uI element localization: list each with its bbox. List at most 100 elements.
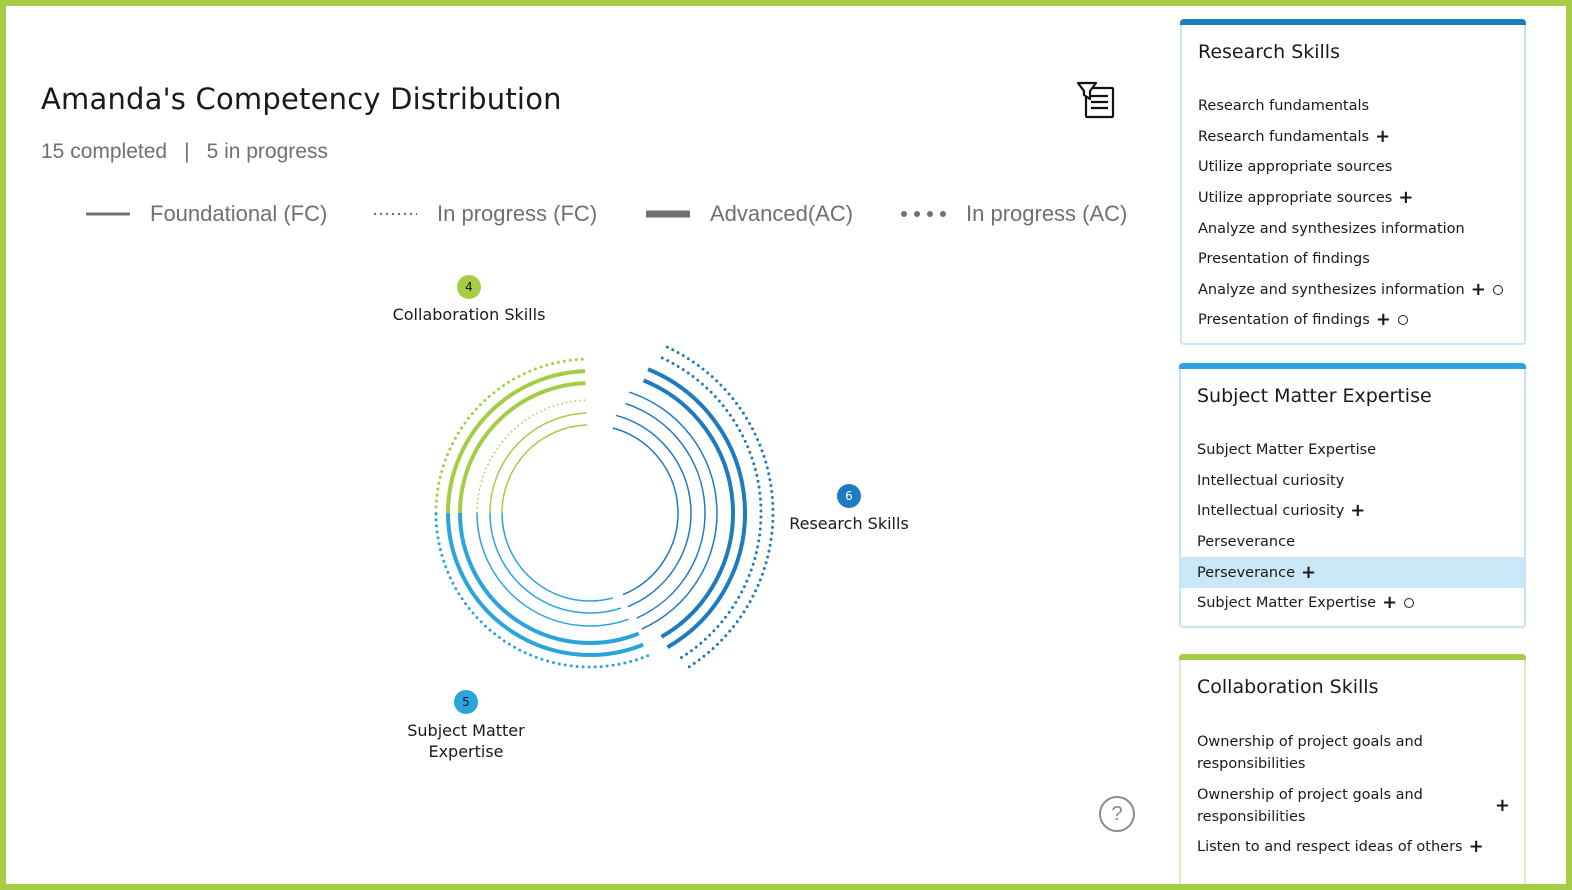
legend-item-foundational: Foundational (FC) xyxy=(86,194,327,234)
competency-item[interactable]: Presentation of findings xyxy=(1182,244,1524,275)
subject-count-badge: 5 xyxy=(454,690,478,714)
competency-list: Research fundamentals Research fundamenta… xyxy=(1182,91,1524,336)
competency-item[interactable]: Intellectual curiosity xyxy=(1181,466,1524,497)
collab-fc-arc-2 xyxy=(501,424,587,514)
competency-label: Presentation of findings xyxy=(1198,251,1370,268)
legend-item-in-progress-fc: In progress (FC) xyxy=(373,194,597,234)
subject-fc-arc-2 xyxy=(489,512,622,614)
competency-label-line: Ownership of project goals and xyxy=(1197,786,1423,803)
panel-color-bar xyxy=(1179,363,1526,369)
competency-label: Utilize appropriate sources xyxy=(1198,159,1393,176)
competency-item[interactable]: Perseverance + xyxy=(1181,557,1524,588)
competency-label: Ownership of project goals and responsibi… xyxy=(1197,784,1423,828)
advanced-plus-icon: + xyxy=(1375,125,1391,147)
advanced-plus-icon: + xyxy=(1398,187,1414,209)
collaboration-skills-panel: Collaboration Skills Ownership of projec… xyxy=(1179,654,1526,884)
collaboration-count-badge: 4 xyxy=(457,275,481,299)
chart-legend: Foundational (FC) In progress (FC) Advan… xyxy=(6,194,1146,234)
completion-stats: 15 completed | 5 in progress xyxy=(41,140,328,164)
panel-color-bar xyxy=(1180,19,1526,25)
advanced-plus-icon: + xyxy=(1350,500,1366,522)
panel-title: Research Skills xyxy=(1198,41,1340,63)
competency-item[interactable]: Research fundamentals xyxy=(1182,91,1524,122)
research-ac-in-progress-arc-2 xyxy=(660,356,763,660)
filter-button[interactable] xyxy=(1074,78,1118,122)
competency-item[interactable]: Intellectual curiosity + xyxy=(1181,496,1524,527)
advanced-plus-icon: + xyxy=(1382,592,1398,614)
collab-ac-arc-1 xyxy=(446,369,586,514)
in-progress-circle-icon xyxy=(1397,315,1408,326)
collab-fc-in-progress-arc xyxy=(476,399,587,514)
research-fc-arc-2 xyxy=(625,402,706,619)
in-progress-circle-icon xyxy=(1492,284,1503,295)
competency-label: Research fundamentals xyxy=(1198,98,1370,115)
competency-item[interactable]: Ownership of project goals and responsibi… xyxy=(1181,779,1524,832)
research-skills-label[interactable]: Research Skills xyxy=(789,514,909,533)
competency-label: Subject Matter Expertise xyxy=(1197,442,1377,459)
legend-item-in-progress-ac: In progress (AC) xyxy=(900,194,1127,234)
research-fc-arc-4 xyxy=(612,427,679,596)
collab-ac-in-progress-arc xyxy=(434,357,587,515)
competency-item[interactable]: Utilize appropriate sources + xyxy=(1182,183,1524,214)
competency-list: Subject Matter Expertise Intellectual cur… xyxy=(1181,435,1524,619)
competency-label: Perseverance xyxy=(1197,534,1296,551)
research-ac-arc-2 xyxy=(642,378,735,639)
competency-item[interactable]: Ownership of project goals and responsibi… xyxy=(1181,726,1524,779)
legend-label: Advanced(AC) xyxy=(710,201,854,226)
competency-item[interactable]: Presentation of findings + xyxy=(1182,305,1524,336)
competency-label: Ownership of project goals and responsibi… xyxy=(1197,731,1423,775)
collab-fc-arc-1 xyxy=(489,412,587,514)
competency-item[interactable]: Subject Matter Expertise + xyxy=(1181,588,1524,619)
research-ac-in-progress-arc-1 xyxy=(665,345,775,670)
research-skills-panel: Research Skills Research fundamentals Res… xyxy=(1180,19,1526,345)
competency-label: Intellectual curiosity xyxy=(1197,472,1345,489)
legend-label: In progress (AC) xyxy=(966,201,1128,226)
legend-label: In progress (FC) xyxy=(437,201,598,226)
competency-label: Intellectual curiosity xyxy=(1197,503,1345,520)
advanced-plus-icon: + xyxy=(1301,561,1317,583)
completed-count: 15 completed xyxy=(41,140,168,163)
advanced-plus-icon: + xyxy=(1494,794,1510,816)
competency-item[interactable]: Analyze and synthesizes information xyxy=(1182,213,1524,244)
in-progress-count: 5 in progress xyxy=(206,140,328,163)
competency-label: Research fundamentals xyxy=(1198,128,1370,145)
competency-item[interactable]: Subject Matter Expertise xyxy=(1181,435,1524,466)
competency-label: Analyze and synthesizes information xyxy=(1198,281,1465,298)
subject-fc-arc-3 xyxy=(501,512,613,602)
subject-fc-arc-1 xyxy=(476,512,629,627)
competency-label-line: responsibilities xyxy=(1197,755,1306,772)
competency-label: Perseverance xyxy=(1197,564,1296,581)
competency-item[interactable]: Utilize appropriate sources xyxy=(1182,152,1524,183)
research-count-badge: 6 xyxy=(837,484,861,508)
panel-title: Collaboration Skills xyxy=(1197,676,1379,698)
advanced-plus-icon: + xyxy=(1468,836,1484,858)
collaboration-skills-label[interactable]: Collaboration Skills xyxy=(392,305,546,324)
legend-swatch-dotted-thin xyxy=(374,213,417,215)
help-button[interactable]: ? xyxy=(1099,796,1135,832)
panel-title: Subject Matter Expertise xyxy=(1197,385,1432,407)
subject-label-line: Expertise xyxy=(428,742,504,761)
legend-swatch-dotted-thick xyxy=(901,211,946,217)
competency-label-line: Ownership of project goals and xyxy=(1197,733,1423,750)
help-icon: ? xyxy=(1111,802,1123,825)
competency-item[interactable]: Listen to and respect ideas of others + xyxy=(1181,832,1524,863)
competency-item[interactable]: Analyze and synthesizes information + xyxy=(1182,275,1524,306)
competency-label: Analyze and synthesizes information xyxy=(1198,220,1465,237)
radial-chart xyxy=(434,345,775,670)
competency-label-line: responsibilities xyxy=(1197,808,1306,825)
competency-item[interactable]: Research fundamentals + xyxy=(1182,122,1524,153)
subject-matter-label[interactable]: Subject Matter Expertise xyxy=(366,720,566,762)
legend-item-advanced: Advanced(AC) xyxy=(646,194,853,234)
research-ac-arc-1 xyxy=(647,367,747,649)
advanced-plus-icon: + xyxy=(1470,278,1486,300)
collab-ac-arc-2 xyxy=(458,381,586,514)
subject-label-line: Subject Matter xyxy=(407,721,525,740)
research-fc-arc-3 xyxy=(615,414,692,608)
competency-item[interactable]: Perseverance xyxy=(1181,527,1524,558)
competency-label: Subject Matter Expertise xyxy=(1197,595,1377,612)
subject-ac-arc-2 xyxy=(458,512,640,645)
legend-swatch-solid-thick xyxy=(646,210,690,218)
subject-matter-panel: Subject Matter Expertise Subject Matter … xyxy=(1179,363,1526,628)
panel-color-bar xyxy=(1179,654,1526,660)
